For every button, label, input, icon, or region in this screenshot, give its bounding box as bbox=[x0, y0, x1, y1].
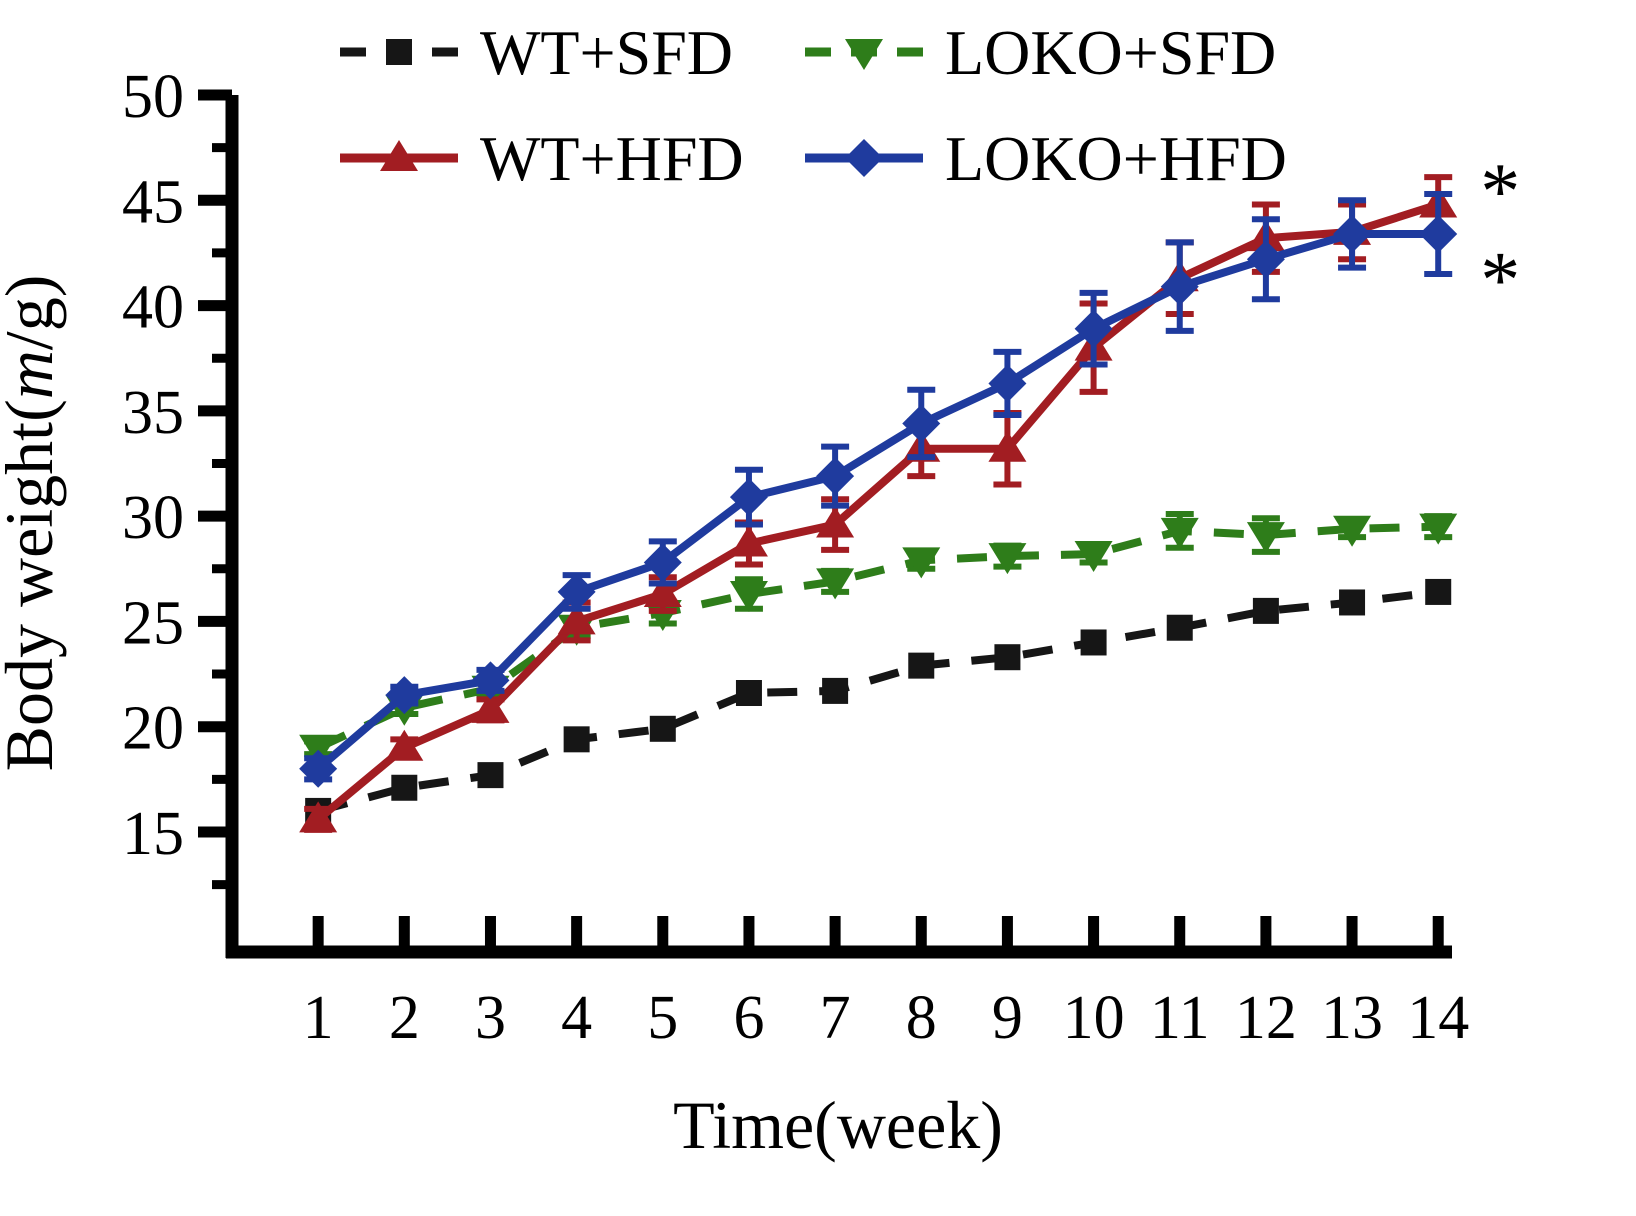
data-point-marker bbox=[988, 430, 1027, 462]
legend-item-LOKO+HFD: LOKO+HFD bbox=[805, 123, 1287, 194]
data-point-marker bbox=[477, 762, 504, 789]
x-tick-label: 2 bbox=[389, 984, 420, 1052]
data-point-marker bbox=[557, 603, 596, 635]
data-point-marker bbox=[557, 572, 596, 611]
data-point-marker bbox=[1333, 214, 1372, 253]
y-tick-label: 45 bbox=[122, 168, 184, 236]
legend-item-LOKO+SFD: LOKO+SFD bbox=[805, 17, 1276, 88]
data-point-marker bbox=[299, 801, 338, 833]
x-tick-label: 7 bbox=[820, 984, 851, 1052]
data-point-marker bbox=[988, 364, 1027, 403]
data-point-marker bbox=[643, 543, 682, 582]
x-tick-label: 10 bbox=[1063, 984, 1125, 1052]
data-point-marker bbox=[386, 39, 412, 65]
series-LOKO+HFD bbox=[299, 190, 1458, 788]
data-point-marker bbox=[1166, 614, 1193, 641]
series-line bbox=[316, 522, 1439, 752]
x-tick-label: 3 bbox=[475, 984, 506, 1052]
y-tick-label: 25 bbox=[122, 589, 184, 657]
significance-asterisk: * bbox=[1480, 236, 1520, 324]
x-tick-label: 9 bbox=[992, 984, 1023, 1052]
data-point-marker bbox=[1333, 515, 1372, 547]
legend-item-WT+HFD: WT+HFD bbox=[340, 123, 744, 194]
data-point-marker bbox=[902, 547, 941, 579]
data-point-marker bbox=[1246, 522, 1285, 554]
legend-label: WT+HFD bbox=[480, 123, 744, 194]
x-axis-title: Time(week) bbox=[673, 1087, 1003, 1163]
y-axis-title-italic: m bbox=[0, 350, 67, 399]
x-tick-label: 8 bbox=[906, 984, 937, 1052]
data-point-marker bbox=[385, 676, 424, 715]
data-point-marker bbox=[822, 677, 849, 704]
data-point-marker bbox=[1160, 267, 1199, 306]
data-point-marker bbox=[816, 568, 855, 600]
series-WT+SFD bbox=[305, 578, 1452, 824]
y-tick-label: 40 bbox=[122, 274, 184, 342]
data-point-marker bbox=[1339, 589, 1366, 616]
x-tick-label: 4 bbox=[561, 984, 592, 1052]
data-point-marker bbox=[729, 478, 768, 517]
significance-asterisk: * bbox=[1480, 148, 1520, 236]
data-point-marker bbox=[816, 506, 855, 538]
x-tick-label: 14 bbox=[1407, 984, 1469, 1052]
data-point-marker bbox=[908, 652, 935, 679]
data-point-marker bbox=[563, 726, 590, 753]
y-tick-label: 30 bbox=[122, 484, 184, 552]
data-point-marker bbox=[902, 404, 941, 443]
legend-label: LOKO+HFD bbox=[945, 123, 1287, 194]
x-tick-label: 12 bbox=[1235, 984, 1297, 1052]
legend-label: LOKO+SFD bbox=[945, 17, 1276, 88]
data-point-marker bbox=[643, 576, 682, 608]
data-point-marker bbox=[1425, 578, 1452, 605]
data-point-marker bbox=[471, 691, 510, 723]
data-point-marker bbox=[845, 139, 883, 177]
data-point-marker bbox=[649, 715, 676, 742]
data-point-marker bbox=[845, 39, 883, 70]
data-point-marker bbox=[988, 543, 1027, 575]
x-tick-label: 6 bbox=[733, 984, 764, 1052]
data-point-marker bbox=[1419, 513, 1458, 545]
x-tick-label: 13 bbox=[1321, 984, 1383, 1052]
data-point-marker bbox=[1419, 214, 1458, 253]
data-point-marker bbox=[816, 457, 855, 496]
y-axis-title-suffix: /g) bbox=[0, 275, 67, 351]
x-tick-label: 5 bbox=[647, 984, 678, 1052]
legend-label: WT+SFD bbox=[480, 17, 733, 88]
data-point-marker bbox=[1074, 309, 1113, 348]
y-tick-label: 15 bbox=[122, 800, 184, 868]
y-axis-title: Body weight(m/g) bbox=[0, 275, 67, 772]
data-point-marker bbox=[299, 749, 338, 788]
data-point-marker bbox=[1160, 517, 1199, 549]
chart-legend: WT+SFD LOKO+SFD WT+HFD LOKO+HFD bbox=[340, 17, 1287, 194]
y-tick-label: 20 bbox=[122, 695, 184, 763]
y-axis-title-prefix: Body weight( bbox=[0, 399, 67, 771]
data-point-marker bbox=[729, 525, 768, 557]
data-point-marker bbox=[1252, 597, 1279, 624]
x-tick-label: 1 bbox=[303, 984, 334, 1052]
data-point-marker bbox=[380, 140, 418, 171]
data-point-marker bbox=[994, 644, 1021, 671]
series-LOKO+SFD bbox=[299, 511, 1458, 766]
series-WT+HFD bbox=[299, 174, 1458, 833]
y-tick-label: 50 bbox=[122, 63, 184, 131]
significance-annotations: ** bbox=[1480, 148, 1520, 324]
data-point-marker bbox=[471, 661, 510, 700]
data-point-marker bbox=[643, 599, 682, 631]
x-tick-label: 11 bbox=[1150, 984, 1210, 1052]
data-point-marker bbox=[385, 729, 424, 761]
data-point-marker bbox=[729, 581, 768, 613]
data-point-marker bbox=[391, 774, 418, 801]
y-tick-label: 35 bbox=[122, 379, 184, 447]
legend-item-WT+SFD: WT+SFD bbox=[340, 17, 733, 88]
data-point-marker bbox=[1074, 541, 1113, 573]
data-point-marker bbox=[1246, 240, 1285, 279]
data-point-marker bbox=[1080, 629, 1107, 656]
data-point-marker bbox=[735, 680, 762, 707]
series-line bbox=[317, 587, 1439, 815]
